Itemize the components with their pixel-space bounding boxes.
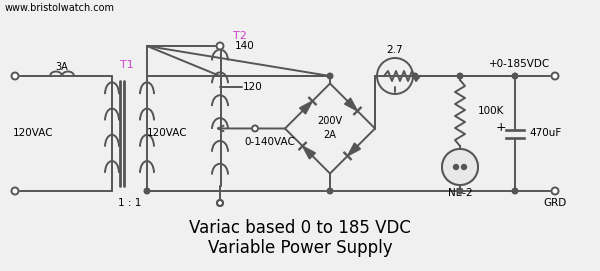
Text: T1: T1 xyxy=(120,60,134,70)
Circle shape xyxy=(217,43,223,50)
Text: GRD: GRD xyxy=(544,198,566,208)
Circle shape xyxy=(457,188,463,194)
Circle shape xyxy=(11,73,19,79)
Text: +: + xyxy=(496,121,506,134)
Circle shape xyxy=(217,200,223,206)
Circle shape xyxy=(461,164,467,169)
Text: T2: T2 xyxy=(233,31,247,41)
Circle shape xyxy=(442,149,478,185)
Circle shape xyxy=(11,188,19,195)
Circle shape xyxy=(252,125,258,131)
Text: www.bristolwatch.com: www.bristolwatch.com xyxy=(5,3,115,13)
Text: 140: 140 xyxy=(235,41,255,51)
Circle shape xyxy=(217,200,223,206)
Polygon shape xyxy=(302,146,316,159)
Text: 1 : 1: 1 : 1 xyxy=(118,198,141,208)
Circle shape xyxy=(412,73,418,79)
Text: 0-140VAC: 0-140VAC xyxy=(245,137,295,147)
Polygon shape xyxy=(299,101,313,114)
Text: 2.7: 2.7 xyxy=(386,45,403,55)
Text: 2A: 2A xyxy=(323,131,337,140)
Text: NE-2: NE-2 xyxy=(448,188,472,198)
Circle shape xyxy=(551,188,559,195)
Text: 470uF: 470uF xyxy=(529,128,561,138)
Text: Variac based 0 to 185 VDC: Variac based 0 to 185 VDC xyxy=(189,219,411,237)
Circle shape xyxy=(144,188,150,194)
Circle shape xyxy=(551,73,559,79)
Text: 3A: 3A xyxy=(55,62,68,72)
Circle shape xyxy=(457,73,463,79)
Circle shape xyxy=(512,73,518,79)
Polygon shape xyxy=(344,98,358,111)
Polygon shape xyxy=(347,143,361,156)
Text: 100K: 100K xyxy=(478,106,505,116)
Circle shape xyxy=(454,164,458,169)
Text: 120: 120 xyxy=(243,82,263,92)
Text: 120VAC: 120VAC xyxy=(13,128,53,138)
Text: +0-185VDC: +0-185VDC xyxy=(489,59,550,69)
Text: Variable Power Supply: Variable Power Supply xyxy=(208,239,392,257)
Circle shape xyxy=(512,188,518,194)
Text: 200V: 200V xyxy=(317,117,343,127)
Circle shape xyxy=(327,188,333,194)
Text: 120VAC: 120VAC xyxy=(146,128,187,138)
Circle shape xyxy=(327,73,333,79)
